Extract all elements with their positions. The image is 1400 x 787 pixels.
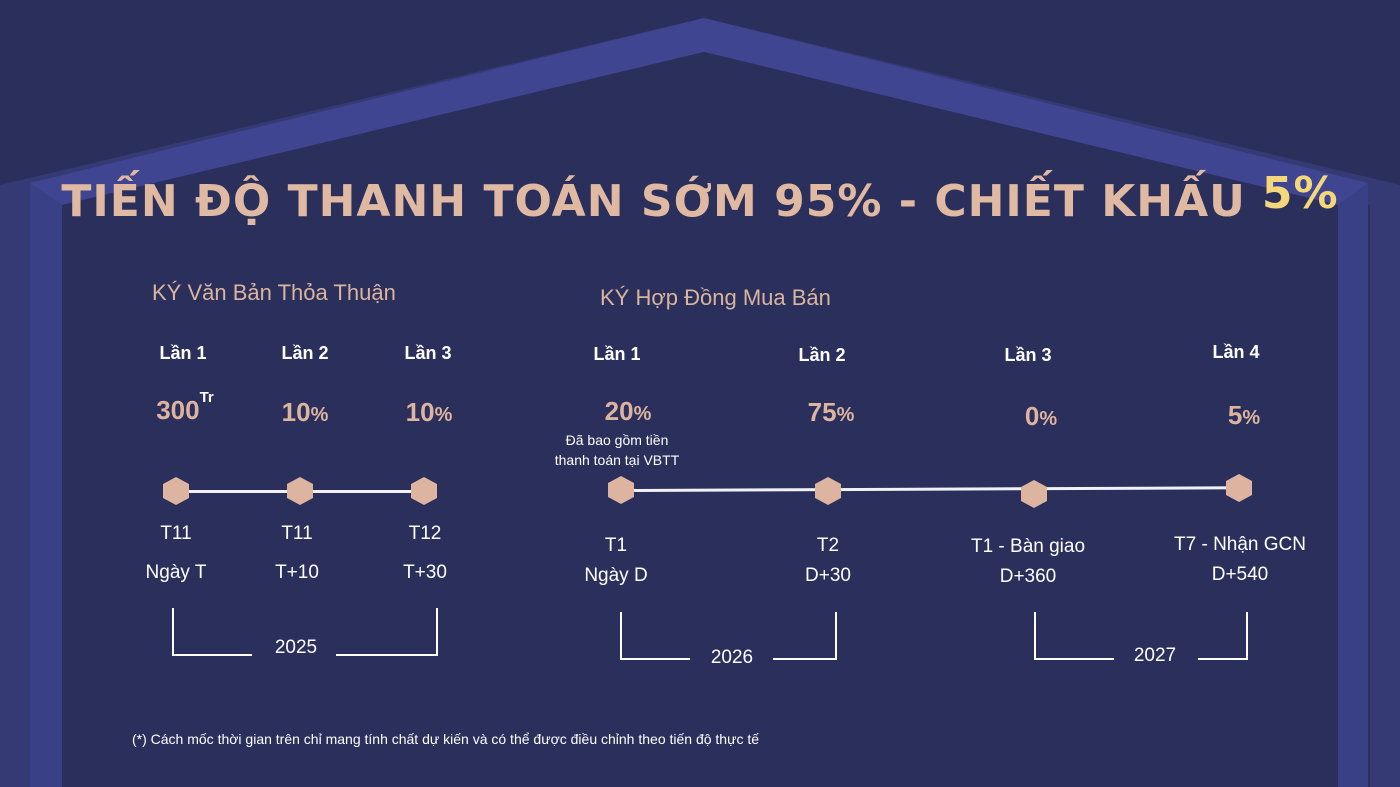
hdmb-step-1-date: T1 Ngày D bbox=[584, 531, 647, 591]
timeline-node bbox=[163, 477, 189, 505]
vbtt-step-3-label: Lần 3 bbox=[404, 343, 452, 363]
timeline-node bbox=[1226, 474, 1252, 502]
date-month: T11 bbox=[281, 523, 313, 544]
value-number: 20 bbox=[604, 396, 634, 426]
hdmb-step-2-date: T2 D+30 bbox=[805, 531, 851, 591]
date-month: T7 - Nhận GCN bbox=[1174, 534, 1306, 555]
value-number: 300 bbox=[156, 395, 200, 425]
hdmb-step-4-value: 5% bbox=[1228, 400, 1260, 431]
year-bracket-left bbox=[1034, 612, 1114, 660]
timeline-node bbox=[815, 477, 841, 505]
hdmb-step-3-label: Lần 3 bbox=[1004, 345, 1052, 365]
hdmb-step-1-note: Đã bao gồm tiền thanh toán tại VBTT bbox=[555, 430, 680, 470]
year-bracket-right bbox=[336, 608, 438, 656]
note-line-2: thanh toán tại VBTT bbox=[554, 452, 680, 468]
hdmb-step-4-label: Lần 4 bbox=[1212, 342, 1260, 362]
date-month: T1 bbox=[604, 535, 628, 556]
hdmb-step-1-value: 20% bbox=[605, 396, 652, 427]
date-day: D+540 bbox=[1211, 564, 1269, 585]
date-day: T+30 bbox=[403, 562, 447, 583]
note-line-1: Đã bao gồm tiền bbox=[565, 432, 669, 448]
value-unit: % bbox=[310, 404, 329, 426]
date-day: Ngày T bbox=[145, 562, 207, 583]
hdmb-heading: KÝ Hợp Đồng Mua Bán bbox=[600, 285, 831, 310]
value-unit: % bbox=[633, 403, 652, 425]
vbtt-step-2-label: Lần 2 bbox=[281, 343, 329, 363]
hdmb-step-1-label: Lần 1 bbox=[593, 344, 641, 364]
hdmb-step-3-value: 0% bbox=[1025, 401, 1057, 432]
hdmb-step-2-label: Lần 2 bbox=[798, 345, 846, 365]
value-number: 10 bbox=[281, 397, 311, 427]
value-unit: % bbox=[1242, 407, 1261, 429]
timeline-node bbox=[287, 477, 313, 505]
vbtt-step-3-date: T12 T+30 bbox=[403, 514, 447, 592]
vbtt-step-2-value: 10% bbox=[282, 397, 329, 428]
year-bracket-left bbox=[172, 608, 252, 656]
hdmb-step-3-date: T1 - Bàn giao D+360 bbox=[971, 532, 1085, 592]
year-label-2026: 2026 bbox=[710, 647, 754, 668]
value-number: 5 bbox=[1227, 400, 1243, 430]
value-unit: Tr bbox=[199, 389, 214, 406]
timeline-node bbox=[411, 477, 437, 505]
footnote: (*) Cách mốc thời gian trên chỉ mang tín… bbox=[132, 731, 760, 747]
vbtt-step-2-date: T11 T+10 bbox=[275, 514, 319, 592]
year-bracket-right bbox=[1198, 612, 1248, 660]
date-day: D+360 bbox=[999, 566, 1057, 587]
year-bracket-right bbox=[773, 612, 837, 660]
date-month: T2 bbox=[816, 535, 840, 556]
vbtt-step-1-date: T11 Ngày T bbox=[146, 514, 207, 592]
date-month: T1 - Bàn giao bbox=[970, 536, 1086, 557]
vbtt-step-1-value: 300Tr bbox=[156, 389, 214, 426]
page-title: TIẾN ĐỘ THANH TOÁN SỚM 95% - CHIẾT KHẤU 5… bbox=[0, 168, 1400, 227]
value-unit: % bbox=[1039, 408, 1058, 430]
hdmb-step-4-date: T7 - Nhận GCN D+540 bbox=[1174, 530, 1306, 590]
year-label-2027: 2027 bbox=[1133, 645, 1177, 666]
vbtt-step-1-label: Lần 1 bbox=[159, 343, 207, 363]
date-month: T12 bbox=[408, 523, 442, 544]
timeline-node bbox=[608, 476, 634, 504]
date-day: Ngày D bbox=[584, 565, 648, 586]
discount-badge: 5% bbox=[1261, 168, 1339, 219]
value-number: 0 bbox=[1024, 401, 1040, 431]
title-text: TIẾN ĐỘ THANH TOÁN SỚM 95% - CHIẾT KHẤU bbox=[61, 176, 1246, 227]
vbtt-step-3-value: 10% bbox=[406, 397, 453, 428]
timeline-node bbox=[1021, 480, 1047, 508]
value-unit: % bbox=[836, 404, 855, 426]
year-bracket-left bbox=[620, 612, 690, 660]
date-day: D+30 bbox=[805, 565, 851, 586]
hdmb-step-2-value: 75% bbox=[808, 397, 855, 428]
vbtt-heading: KÝ Văn Bản Thỏa Thuận bbox=[152, 280, 396, 305]
value-unit: % bbox=[434, 404, 453, 426]
date-month: T11 bbox=[160, 523, 192, 544]
value-number: 75 bbox=[807, 397, 837, 427]
year-label-2025: 2025 bbox=[274, 637, 318, 658]
value-number: 10 bbox=[405, 397, 435, 427]
date-day: T+10 bbox=[275, 562, 319, 583]
